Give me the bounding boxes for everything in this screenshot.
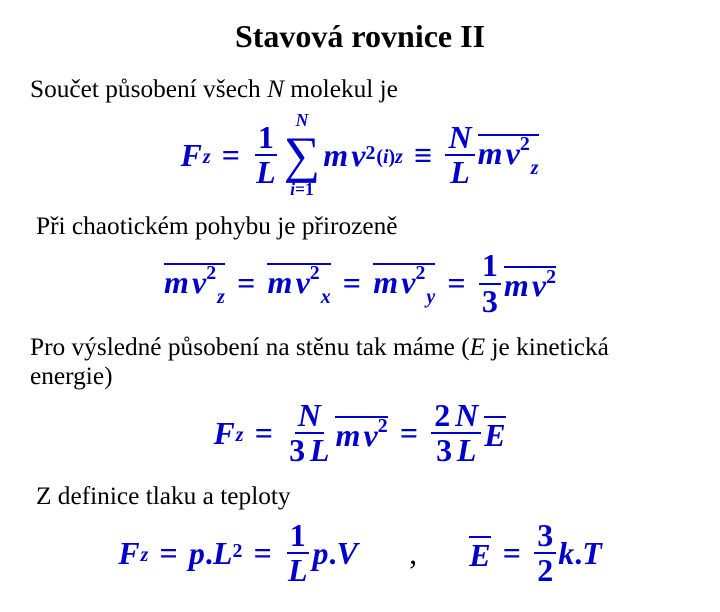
eq3-Ebar: E bbox=[484, 416, 505, 451]
eq4-frac-num: 1 bbox=[287, 519, 309, 555]
eq1-frac1-num: 1 bbox=[255, 121, 277, 157]
paragraph-3: Pro výsledné působení na stěnu tak máme … bbox=[30, 333, 690, 391]
eq4-eq2: = bbox=[254, 535, 272, 572]
eq3-f1-3: 3 bbox=[289, 432, 305, 468]
eq2-t1-2: 2 bbox=[206, 262, 216, 284]
paragraph-2: Při chaotickém pohybu je přirozeně bbox=[36, 212, 690, 241]
eq4-V: V bbox=[337, 535, 358, 572]
eq4-p2: p bbox=[313, 535, 329, 572]
p1-post: molekul je bbox=[284, 75, 398, 103]
paragraph-1: Součet působení všech N molekul je bbox=[30, 75, 690, 104]
eq1-v: v bbox=[351, 137, 365, 174]
eq1-sub-z: z bbox=[395, 146, 403, 168]
eq4-dot1: . bbox=[205, 535, 213, 572]
eq4-T: T bbox=[582, 535, 602, 572]
eq2-t2-m: m bbox=[267, 264, 292, 300]
eq1-bar-m: m bbox=[478, 135, 503, 171]
eq1-bar-v: v bbox=[506, 135, 520, 171]
eq3-eq1: = bbox=[255, 415, 273, 452]
eq3-F: F bbox=[213, 415, 234, 452]
eq4-eq1: = bbox=[159, 535, 177, 572]
p3-pre: Pro výsledné působení na stěnu tak máme … bbox=[30, 333, 470, 361]
eq3-f1-L: L bbox=[310, 432, 330, 468]
eq3-f2-N: N bbox=[455, 397, 478, 433]
eq1-frac2-num: N bbox=[445, 121, 474, 157]
eq2-eq3: = bbox=[447, 265, 465, 302]
equation-4: Fz = p.L2 = 1L p.V , E = 32 k.T bbox=[30, 519, 690, 588]
eq3-f2-2: 2 bbox=[434, 397, 450, 433]
p1-pre: Součet působení všech bbox=[30, 75, 267, 103]
eq4-L: L bbox=[213, 535, 233, 572]
p1-N: N bbox=[267, 75, 284, 103]
eq1-sum-eq: = bbox=[295, 179, 305, 199]
eq1-v2: 2 bbox=[365, 142, 375, 165]
eq3-bar-m: m bbox=[335, 417, 360, 453]
eq3-f2-L: L bbox=[457, 432, 477, 468]
eq4-F: F bbox=[118, 535, 139, 572]
eq2-t3-v: v bbox=[401, 264, 415, 300]
eq1-frac2-den: L bbox=[447, 156, 473, 190]
eq4-dot3: . bbox=[574, 535, 582, 572]
eq1-equiv: ≡ bbox=[414, 137, 432, 174]
page-title: Stavová rovnice II bbox=[30, 18, 690, 55]
eq3-f2-3: 3 bbox=[436, 432, 452, 468]
eq2-t4-2: 2 bbox=[546, 266, 556, 288]
eq2-t2-2: 2 bbox=[310, 262, 320, 284]
eq3-eq2: = bbox=[400, 415, 418, 452]
eq2-t3-2: 2 bbox=[416, 262, 426, 284]
eq3-Fz: z bbox=[236, 424, 244, 447]
sigma-icon: ∑ bbox=[284, 130, 321, 181]
eq2-t1-z: z bbox=[217, 286, 225, 308]
eq3-bar-2: 2 bbox=[378, 415, 388, 437]
eq2-t3-m: m bbox=[373, 264, 398, 300]
eq2-t1-m: m bbox=[164, 264, 189, 300]
eq4-eq3: = bbox=[503, 535, 521, 572]
eq4-dot2: . bbox=[329, 535, 337, 572]
eq1-F: F bbox=[180, 137, 201, 174]
eq2-t2-x: x bbox=[321, 286, 331, 308]
eq3-bar-v: v bbox=[364, 417, 378, 453]
eq4-comma: , bbox=[409, 535, 417, 572]
eq2-frac-den: 3 bbox=[479, 285, 501, 319]
eq2-eq2: = bbox=[343, 265, 361, 302]
equation-3: Fz = N3L mv2 = 2N3L E bbox=[30, 399, 690, 468]
eq4-L2: 2 bbox=[232, 540, 242, 563]
eq2-t2-v: v bbox=[296, 264, 310, 300]
eq4-p: p bbox=[189, 535, 205, 572]
p3-E: E bbox=[470, 333, 485, 361]
eq2-frac-num: 1 bbox=[479, 249, 501, 285]
eq4-k: k bbox=[558, 535, 574, 572]
equation-1: Fz = 1 L N ∑ i=1 mv2(i)z ≡ N L mv2z bbox=[30, 112, 690, 198]
eq4-Ebar: E bbox=[469, 536, 490, 571]
eq2-t4-v: v bbox=[532, 267, 546, 303]
eq1-m: m bbox=[323, 137, 348, 174]
eq1-sum-1: 1 bbox=[305, 179, 314, 199]
paragraph-4: Z definice tlaku a teploty bbox=[36, 482, 690, 511]
eq1-frac1-den: L bbox=[253, 156, 279, 190]
eq2-eq1: = bbox=[237, 265, 255, 302]
eq1-bar-2: 2 bbox=[520, 133, 530, 155]
eq2-t4-m: m bbox=[504, 267, 529, 303]
eq1-Fz: z bbox=[203, 146, 211, 169]
eq4-rfrac-den: 2 bbox=[534, 554, 556, 588]
eq3-f1-num: N bbox=[295, 399, 324, 435]
eq4-rfrac-num: 3 bbox=[534, 519, 556, 555]
equation-2: mv2z = mv2x = mv2y = 13 mv2 bbox=[30, 249, 690, 318]
eq4-frac-den: L bbox=[285, 554, 311, 588]
eq1-bar-z: z bbox=[531, 157, 539, 179]
eq4-Fz: z bbox=[141, 544, 149, 567]
eq2-t1-v: v bbox=[192, 264, 206, 300]
eq2-t3-y: y bbox=[426, 286, 435, 308]
